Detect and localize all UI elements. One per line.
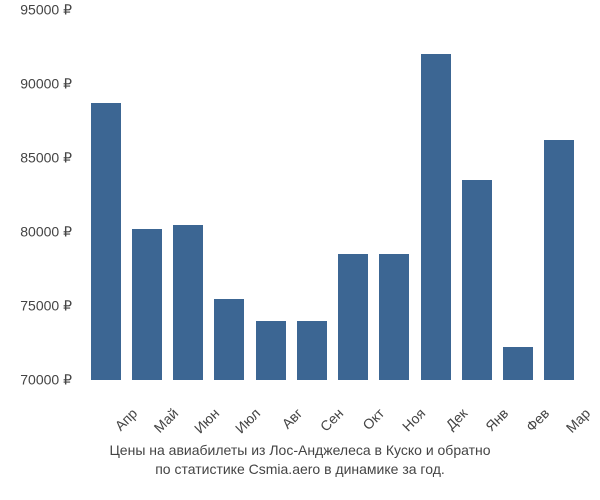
caption-line1: Цены на авиабилеты из Лос-Анджелеса в Ку… <box>109 442 490 458</box>
bar <box>297 321 327 380</box>
x-tick-label: Окт <box>355 405 388 438</box>
chart-caption: Цены на авиабилеты из Лос-Анджелеса в Ку… <box>0 441 600 480</box>
x-tick-label: Апр <box>107 405 140 438</box>
y-tick-label: 80000 ₽ <box>20 224 72 241</box>
caption-line2: по статистике Csmia.aero в динамике за г… <box>155 461 445 477</box>
bar <box>338 254 368 380</box>
x-tick-label: Ноя <box>396 405 429 438</box>
x-tick-label: Авг <box>272 405 305 438</box>
x-axis: АпрМайИюнИюлАвгСенОктНояДекЯнвФевМар <box>80 380 585 430</box>
bars-group <box>80 10 585 380</box>
bar <box>544 140 574 380</box>
bar <box>132 229 162 380</box>
bar <box>379 254 409 380</box>
x-tick-label: Июл <box>231 405 264 438</box>
x-tick-label: Янв <box>479 405 512 438</box>
bar <box>214 299 244 380</box>
x-tick-label: Сен <box>314 405 347 438</box>
x-tick-label: Июн <box>190 405 223 438</box>
bar <box>421 54 451 380</box>
bar <box>462 180 492 380</box>
x-labels-group: АпрМайИюнИюлАвгСенОктНояДекЯнвФевМар <box>80 385 585 401</box>
bar <box>256 321 286 380</box>
x-tick-label: Дек <box>437 405 470 438</box>
bar <box>173 225 203 380</box>
y-tick-label: 95000 ₽ <box>20 2 72 19</box>
bar <box>503 347 533 380</box>
y-tick-label: 75000 ₽ <box>20 298 72 315</box>
y-axis: 70000 ₽75000 ₽80000 ₽85000 ₽90000 ₽95000… <box>0 10 80 380</box>
x-tick-label: Мар <box>561 405 594 438</box>
plot-area <box>80 10 585 380</box>
y-tick-label: 85000 ₽ <box>20 150 72 167</box>
x-tick-label: Май <box>149 405 182 438</box>
chart <box>80 10 585 380</box>
y-tick-label: 70000 ₽ <box>20 372 72 389</box>
y-tick-label: 90000 ₽ <box>20 76 72 93</box>
bar <box>91 103 121 380</box>
x-tick-label: Фев <box>520 405 553 438</box>
